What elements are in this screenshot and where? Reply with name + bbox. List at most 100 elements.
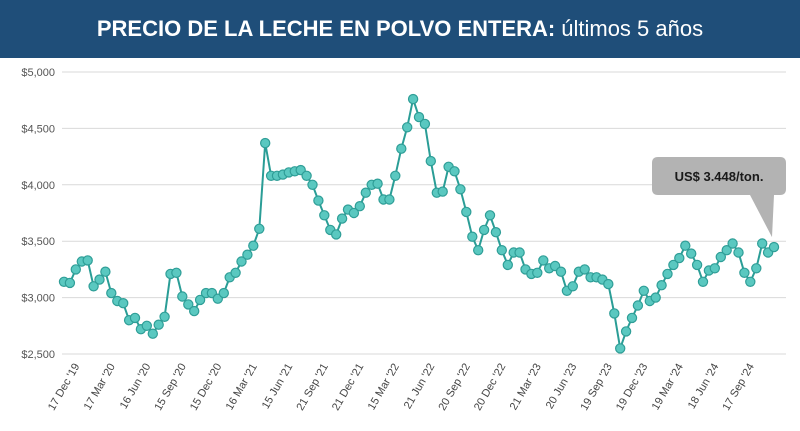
- data-point: [64, 277, 76, 289]
- y-tick-label: $2,500: [21, 349, 55, 361]
- data-point: [129, 312, 141, 324]
- data-point: [461, 206, 472, 218]
- x-tick-label: 21 Sep '21: [294, 362, 331, 413]
- series-markers: [58, 93, 780, 354]
- data-point: [194, 294, 206, 306]
- data-point: [336, 213, 348, 224]
- x-tick-label: 20 Dec '22: [472, 362, 509, 413]
- data-point: [70, 264, 82, 275]
- data-point: [218, 287, 229, 299]
- callout-bubble: [652, 157, 786, 238]
- data-point: [230, 267, 241, 278]
- data-point: [632, 300, 644, 311]
- x-tick-label: 21 Jun '22: [402, 362, 438, 412]
- page-subtitle: últimos 5 años: [561, 16, 704, 41]
- x-tick-label: 15 Dec '20: [188, 362, 225, 413]
- x-tick-label: 21 Dec '21: [330, 362, 367, 413]
- data-point: [260, 137, 271, 149]
- data-point: [348, 207, 360, 219]
- data-point: [502, 259, 513, 271]
- data-point: [171, 267, 182, 278]
- y-tick-label: $4,500: [21, 123, 55, 135]
- data-point: [484, 210, 496, 221]
- y-tick-label: $4,000: [21, 180, 55, 192]
- data-point: [100, 266, 111, 277]
- data-point: [733, 247, 744, 258]
- data-point: [609, 308, 620, 319]
- data-point: [496, 244, 507, 256]
- data-point: [768, 241, 780, 253]
- data-point: [757, 238, 768, 249]
- data-point: [620, 326, 632, 337]
- data-point: [106, 287, 117, 299]
- x-tick-label: 20 Sep '22: [436, 362, 473, 413]
- data-point: [709, 263, 721, 274]
- data-point: [662, 268, 673, 280]
- data-point: [555, 266, 567, 277]
- data-point: [301, 170, 312, 181]
- x-tick-label: 17 Sep '24: [720, 362, 757, 413]
- data-point: [715, 251, 727, 263]
- gridlines: [62, 71, 786, 355]
- x-tick-label: 18 Jun '24: [686, 362, 722, 412]
- data-point: [159, 311, 170, 322]
- x-tick-label: 21 Mar '23: [508, 362, 544, 413]
- data-point: [319, 210, 330, 221]
- data-point: [94, 274, 105, 285]
- y-tick-label: $3,000: [21, 293, 55, 305]
- data-point: [567, 281, 579, 292]
- data-point: [141, 320, 152, 331]
- series-line: [63, 95, 775, 349]
- x-tick-label: 16 Mar '21: [224, 362, 260, 413]
- data-point: [396, 143, 407, 154]
- data-point: [254, 223, 265, 234]
- x-tick-label: 17 Mar '20: [82, 362, 118, 413]
- data-point: [360, 187, 371, 198]
- x-tick-label: 15 Sep '20: [152, 362, 189, 413]
- data-point: [147, 328, 158, 339]
- data-point: [437, 186, 448, 197]
- price-callout: US$ 3.448/ton.: [652, 157, 786, 238]
- data-point: [183, 299, 194, 310]
- data-point: [248, 240, 259, 251]
- data-point: [354, 200, 365, 212]
- callout-text: US$ 3.448/ton.: [675, 169, 764, 184]
- data-point: [686, 248, 697, 259]
- data-point: [579, 264, 590, 275]
- data-point: [242, 249, 253, 260]
- data-point: [384, 194, 395, 205]
- x-tick-label: 16 Jun '20: [118, 362, 154, 412]
- data-point: [331, 229, 342, 240]
- data-point: [668, 259, 679, 271]
- data-point: [117, 298, 129, 309]
- data-point: [532, 267, 543, 278]
- data-point: [727, 238, 738, 249]
- data-point: [739, 267, 750, 278]
- data-point: [721, 244, 732, 256]
- x-tick-label: 20 Jun '23: [544, 362, 580, 412]
- x-tick-label: 15 Mar '22: [366, 362, 402, 413]
- data-point: [538, 255, 549, 266]
- y-tick-label: $5,000: [21, 67, 55, 79]
- data-point: [425, 155, 436, 167]
- data-point: [413, 111, 425, 123]
- data-point: [638, 285, 650, 296]
- data-point: [188, 305, 200, 317]
- data-point: [372, 178, 383, 189]
- data-point: [236, 256, 247, 267]
- y-tick-label: $3,500: [21, 236, 55, 248]
- data-point: [402, 122, 413, 133]
- data-point: [153, 319, 164, 330]
- x-tick-label: 19 Sep '23: [578, 362, 615, 413]
- data-point: [467, 231, 478, 242]
- x-tick-label: 15 Jun '21: [260, 362, 296, 412]
- title-bar: PRECIO DE LA LECHE EN POLVO ENTERA: últi…: [0, 0, 800, 58]
- data-point: [82, 255, 93, 266]
- data-point: [626, 312, 638, 324]
- data-point: [697, 276, 709, 287]
- data-point: [656, 280, 667, 291]
- data-point: [419, 118, 431, 130]
- data-point: [407, 93, 419, 105]
